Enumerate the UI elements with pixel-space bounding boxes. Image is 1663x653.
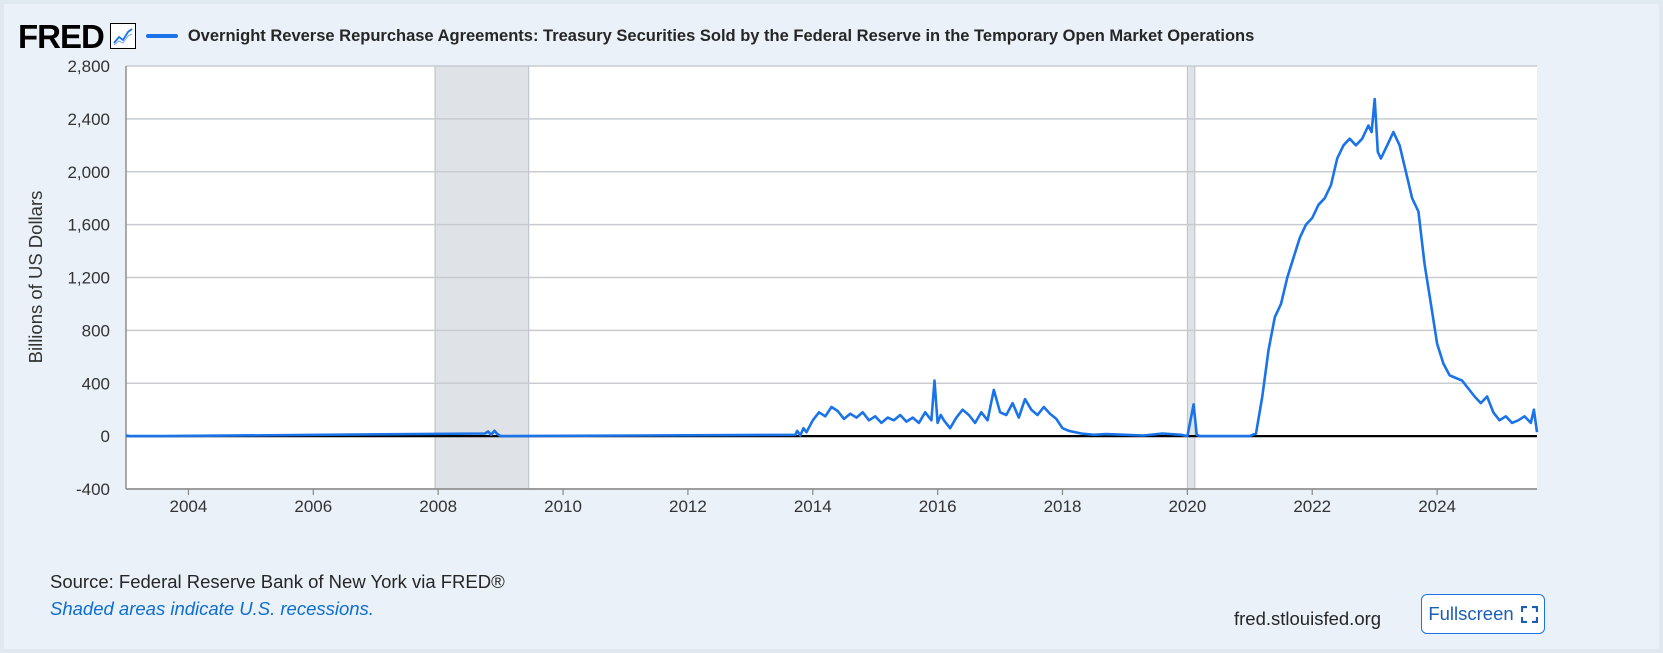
- x-tick-label: 2024: [1418, 497, 1456, 516]
- x-tick-label: 2008: [419, 497, 457, 516]
- recession-note: Shaded areas indicate U.S. recessions.: [50, 598, 374, 619]
- x-tick-label: 2010: [544, 497, 582, 516]
- x-tick-label: 2014: [794, 497, 832, 516]
- series-layer: [125, 97, 1539, 438]
- chart-frame: FRED Overnight Reverse Repurchase Agreem…: [4, 4, 1659, 649]
- line-chart-icon[interactable]: [109, 23, 136, 49]
- x-tick-label: 2012: [669, 497, 707, 516]
- x-tick-label: 2020: [1168, 497, 1206, 516]
- y-tick-label: 400: [82, 374, 110, 393]
- fullscreen-icon: [1520, 605, 1538, 623]
- x-tick-label: 2018: [1044, 497, 1082, 516]
- y-tick-label: 2,000: [67, 163, 110, 182]
- y-tick-label: 2,400: [67, 110, 110, 129]
- chart-header: FRED Overnight Reverse Repurchase Agreem…: [18, 18, 1254, 54]
- line-chart-icon-glyph: [113, 28, 133, 46]
- chart-title: Overnight Reverse Repurchase Agreements:…: [187, 26, 1255, 45]
- y-tick-label: 0: [101, 427, 110, 446]
- line-chart: -400 0 400 800 1,200 1,600 2,000 2,400 2,800 2004…: [25, 57, 1539, 516]
- series-line: [125, 97, 1539, 438]
- fullscreen-label: Fullscreen: [1428, 603, 1514, 624]
- series-legend-swatch: [145, 34, 178, 38]
- fullscreen-button[interactable]: Fullscreen: [1421, 594, 1545, 634]
- y-axis-label: Billions of US Dollars: [25, 191, 46, 364]
- x-tick-label: 2006: [294, 497, 332, 516]
- tick-label-layer: -400 0 400 800 1,200 1,600 2,000 2,400 2,800 2004…: [67, 57, 1456, 516]
- y-tick-label: -400: [76, 480, 110, 499]
- y-tick-label: 1,200: [67, 269, 110, 288]
- y-tick-label: 800: [82, 321, 110, 340]
- y-tick-label: 1,600: [67, 216, 110, 235]
- source-note: Source: Federal Reserve Bank of New York…: [50, 571, 505, 592]
- x-tick-label: 2016: [919, 497, 957, 516]
- x-tick-label: 2022: [1293, 497, 1331, 516]
- y-tick-label: 2,800: [67, 57, 110, 76]
- site-link[interactable]: fred.stlouisfed.org: [1234, 608, 1382, 629]
- grid-layer: [125, 65, 1537, 495]
- x-tick-label: 2004: [170, 497, 208, 516]
- fred-logo[interactable]: FRED: [18, 17, 105, 55]
